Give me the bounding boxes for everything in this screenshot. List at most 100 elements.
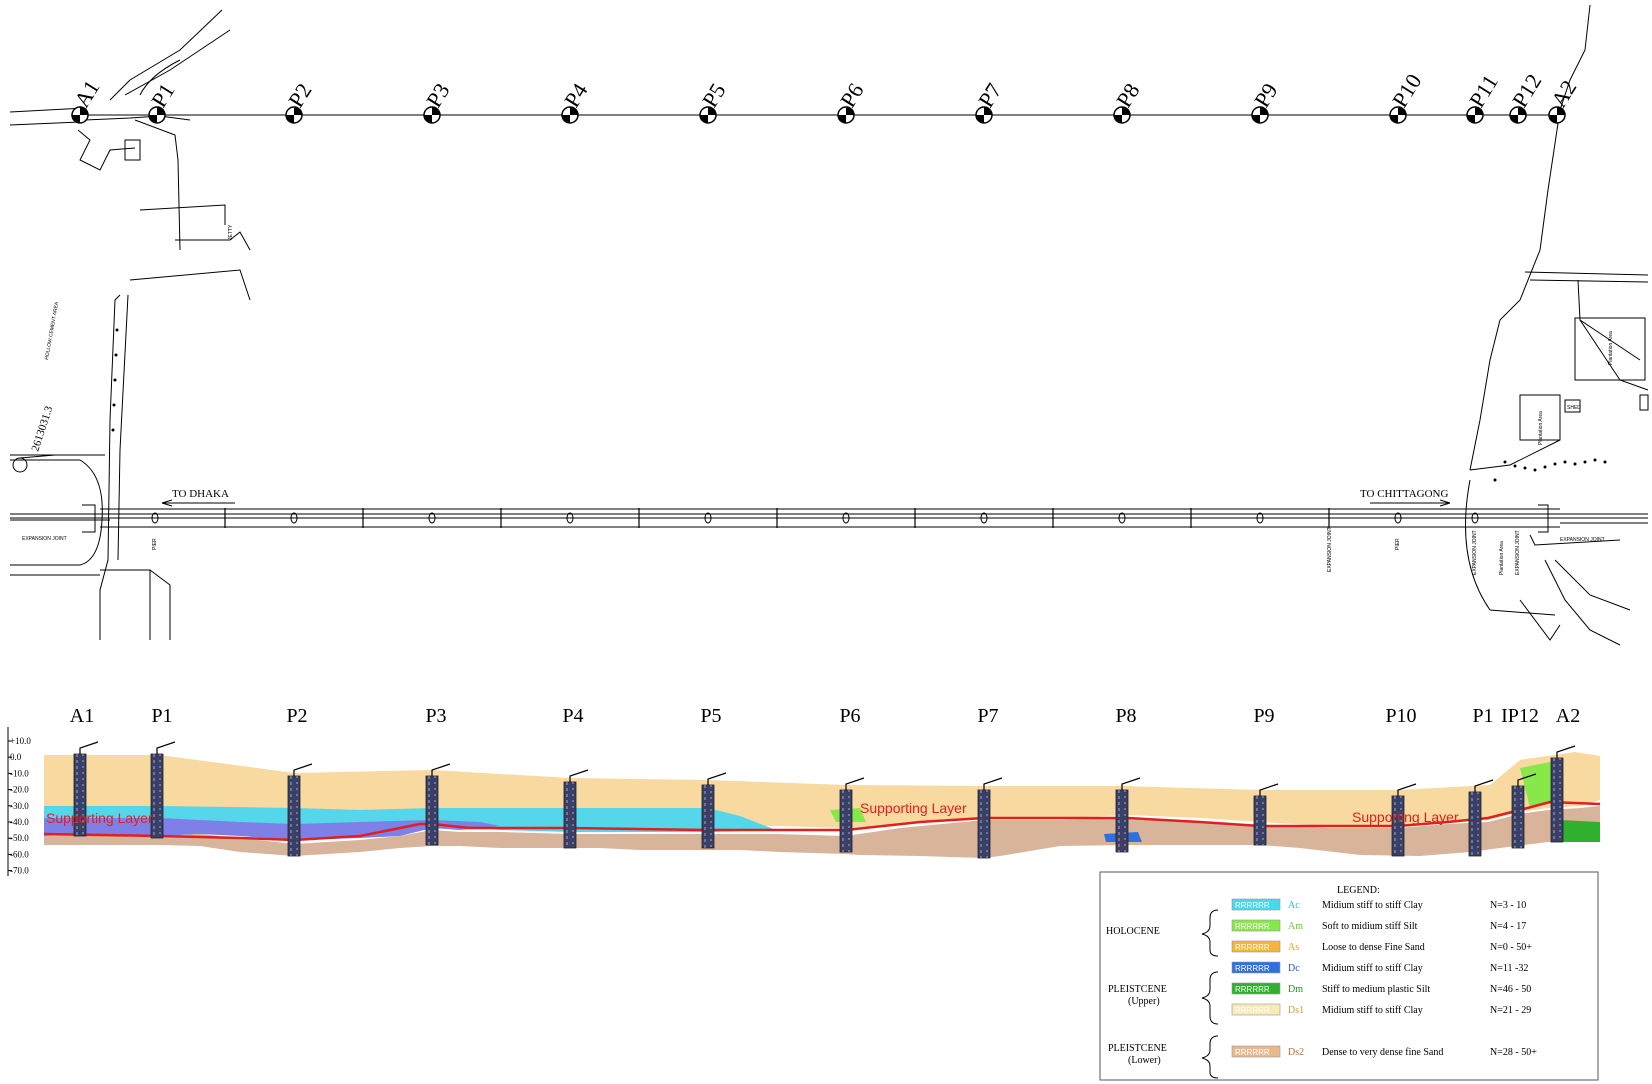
plan-pier-label: P6 [835, 79, 869, 112]
plan-pier-label: P9 [1249, 79, 1283, 112]
elevation-tick-label: -60.0 [10, 849, 29, 859]
legend-swatch [1231, 898, 1281, 911]
legend-group-pleistocene-upper-sub: (Upper) [1128, 996, 1160, 1007]
legend-title: LEGEND: [1337, 885, 1380, 896]
elevation-tick-label: +10.0 [10, 736, 31, 746]
plantation-area-label-2: Plantation Area [1538, 411, 1544, 445]
profile-header: P7 [977, 705, 998, 727]
borehole-log [1550, 745, 1576, 843]
plan-pier-label: P2 [283, 79, 317, 112]
legend-description: Midium stiff to stiff Clay [1322, 1005, 1423, 1016]
to-dhaka-label: TO DHAKA [172, 488, 229, 500]
survey-point-label: 2613031.3 [29, 404, 55, 453]
legend-swatch-text: RRRRRR [1235, 985, 1270, 994]
profile-header: P6 [839, 705, 860, 727]
legend-item-ds1: RRRRRR Ds1 Midium stiff to stiff Clay N=21 … [1231, 1003, 1531, 1016]
borehole-marker-fill [976, 107, 992, 123]
borehole-log [977, 777, 1003, 859]
expansion-joint-label-mid1: EXPANSION JOINT [1327, 527, 1333, 572]
legend-item-ds2: RRRRRR Ds2 Dense to very dense fine Sand N=… [1231, 1045, 1537, 1058]
plantation-area-label-1: Plantation Area [1608, 331, 1614, 365]
elevation-axis: +10.0 0.0 -10.0 -20.0 -30.0 -40.0 -50.0 -60.0 -7… [8, 736, 31, 876]
legend-group-pleistocene-lower-sub: (Lower) [1128, 1055, 1161, 1066]
legend-code: Ac [1288, 900, 1300, 911]
elevation-tick-label: -40.0 [10, 817, 29, 827]
plan-pier-p6: P6 [835, 79, 869, 124]
legend-n-value: N=11 -32 [1490, 963, 1528, 974]
borehole-log [425, 763, 451, 846]
legend-brace-lower [1201, 1035, 1219, 1079]
plan-pier-p5: P5 [697, 79, 731, 124]
profile-header: P3 [425, 705, 446, 727]
plan-pier-label: P11 [1464, 70, 1503, 112]
borehole-marker-fill [562, 107, 578, 123]
legend: LEGEND: HOLOCENE PLEISTCENE (Upper) PLEI… [1099, 871, 1599, 1081]
soil-profile [7, 727, 1601, 876]
plantation-area-label-3: Plantation Area [1499, 541, 1505, 575]
profile-boreholes: A1 P1 P2 P3 P4 P5 P6 P7 P8 P9 P10 P1 IP12 A2 [70, 705, 1580, 859]
layer-dm-silt-a2 [1556, 820, 1600, 842]
legend-swatch-text: RRRRRR [1235, 922, 1270, 931]
plan-pier-label: P1 [146, 79, 180, 112]
legend-description: Soft to midium stiff Silt [1322, 921, 1418, 932]
legend-item-dc: RRRRRR Dc Midium stiff to stiff Clay N=11 -… [1231, 961, 1528, 974]
borehole-log [1253, 783, 1279, 846]
legend-description: Loose to dense Fine Sand [1322, 942, 1425, 953]
plan-pier-p2: P2 [283, 79, 317, 124]
borehole-marker-fill [838, 107, 854, 123]
borehole-marker-fill [1114, 107, 1130, 123]
supporting-layer-text-1: Supporting Layer [46, 810, 153, 826]
borehole-log [701, 772, 727, 849]
plan-pier-label: P5 [697, 79, 731, 112]
legend-swatch-text: RRRRRR [1235, 1048, 1270, 1057]
plan-pier-label: P7 [973, 79, 1007, 112]
elevation-tick-label: -10.0 [10, 768, 29, 778]
legend-swatch [1231, 1003, 1281, 1016]
legend-swatch-text: RRRRRR [1235, 1006, 1270, 1015]
plan-pier-label: P8 [1111, 79, 1145, 112]
legend-swatch [1231, 982, 1281, 995]
legend-group-pleistocene-lower: PLEISTCENE [1108, 1043, 1167, 1054]
legend-code: Ds2 [1288, 1047, 1304, 1058]
legend-item-am: RRRRRR Am Soft to midium stiff Silt N=4 - 1… [1231, 919, 1526, 932]
plan-view [9, 4, 1649, 646]
profile-header: P1 [151, 705, 172, 727]
plan-pier-p9: P9 [1249, 79, 1283, 124]
borehole-log [150, 741, 176, 839]
profile-header: P9 [1253, 705, 1274, 727]
jetty-label: JETTY [228, 224, 234, 240]
profile-header: P2 [286, 705, 307, 727]
borehole-log [287, 763, 313, 857]
to-chittagong-label: TO CHITTAGONG [1360, 488, 1448, 500]
legend-description: Midium stiff to stiff Clay [1322, 963, 1423, 974]
legend-brace-holocene [1201, 909, 1219, 957]
elevation-tick-label: -50.0 [10, 833, 29, 843]
legend-code: Dc [1288, 963, 1300, 974]
legend-description: Stiff to medium plastic Silt [1322, 984, 1430, 995]
borehole-marker-fill [1252, 107, 1268, 123]
legend-code: Dm [1288, 984, 1303, 995]
legend-item-as: RRRRRR As Loose to dense Fine Sand N=0 - 50… [1231, 940, 1532, 953]
borehole-log [1468, 779, 1494, 857]
plan-pier-label: P3 [421, 79, 455, 112]
profile-header: P10 [1385, 705, 1416, 727]
legend-n-value: N=4 - 17 [1490, 921, 1526, 932]
legend-n-value: N=46 - 50 [1490, 984, 1531, 995]
legend-code: As [1288, 942, 1299, 953]
profile-header: P4 [562, 705, 583, 727]
pier-tag-right: PIER [1395, 538, 1401, 550]
expansion-joint-label-left: EXPANSION JOINT [22, 536, 67, 542]
legend-swatch [1231, 919, 1281, 932]
expansion-joint-label-mid2: EXPANSION JOINT [1472, 530, 1478, 575]
plan-pier-p4: P4 [559, 79, 593, 124]
borehole-log [839, 777, 865, 853]
legend-n-value: N=21 - 29 [1490, 1005, 1531, 1016]
plan-pier-p7: P7 [973, 79, 1007, 124]
legend-n-value: N=28 - 50+ [1490, 1047, 1537, 1058]
layer-am-silt-a2 [1520, 760, 1560, 808]
pier-tag-left: PIER [152, 538, 158, 550]
plan-pier-p1: P1 [146, 79, 180, 124]
elevation-tick-label: -70.0 [10, 866, 29, 876]
borehole-log [1511, 773, 1537, 849]
